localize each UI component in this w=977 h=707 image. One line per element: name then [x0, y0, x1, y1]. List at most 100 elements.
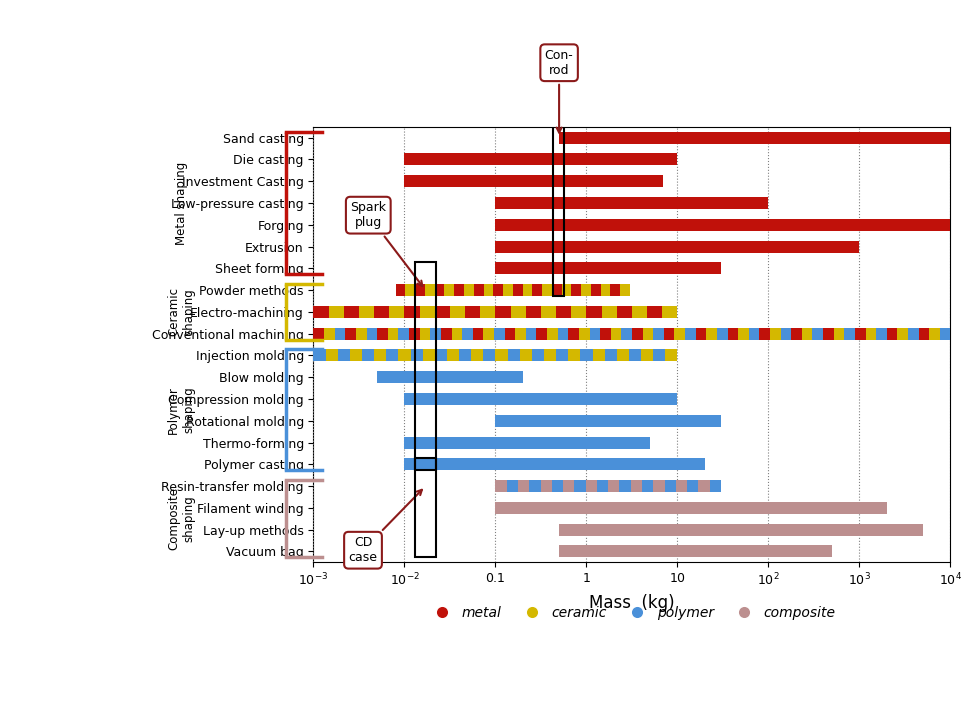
Bar — [696, 328, 706, 339]
Bar — [654, 480, 664, 492]
Bar — [728, 328, 739, 339]
Bar — [484, 328, 494, 339]
Bar — [569, 349, 580, 361]
Bar — [611, 328, 621, 339]
Bar — [619, 480, 631, 492]
Bar — [459, 349, 471, 361]
Bar — [377, 328, 388, 339]
Bar — [404, 306, 420, 318]
Bar — [532, 284, 542, 296]
Text: Con-
rod: Con- rod — [545, 49, 573, 133]
Bar — [572, 284, 581, 296]
Bar — [621, 328, 632, 339]
Bar — [495, 197, 769, 209]
Bar — [591, 284, 601, 296]
Bar — [665, 349, 677, 361]
Bar — [609, 480, 619, 492]
Bar — [563, 480, 574, 492]
Bar — [420, 328, 430, 339]
Bar — [663, 328, 674, 339]
Bar — [314, 349, 325, 361]
Bar — [324, 328, 335, 339]
Bar — [520, 349, 531, 361]
Bar — [802, 328, 813, 339]
Bar — [441, 328, 451, 339]
Bar — [484, 284, 493, 296]
Bar — [748, 328, 759, 339]
Bar — [474, 284, 484, 296]
Bar — [415, 284, 425, 296]
Bar — [507, 480, 518, 492]
Bar — [445, 284, 454, 296]
Bar — [572, 306, 586, 318]
Bar — [415, 262, 436, 470]
Bar — [706, 328, 717, 339]
Bar — [495, 480, 507, 492]
Bar — [629, 349, 641, 361]
Bar — [464, 284, 474, 296]
Bar — [642, 480, 654, 492]
Bar — [350, 349, 362, 361]
Bar — [908, 328, 918, 339]
Bar — [631, 480, 642, 492]
Bar — [404, 393, 677, 405]
Bar — [338, 349, 350, 361]
Bar — [887, 328, 898, 339]
Bar — [569, 328, 579, 339]
Bar — [404, 153, 677, 165]
Bar — [585, 480, 597, 492]
Bar — [374, 306, 389, 318]
Bar — [654, 328, 663, 339]
Bar — [940, 328, 951, 339]
Bar — [518, 480, 530, 492]
Bar — [345, 328, 356, 339]
Bar — [446, 349, 459, 361]
Bar — [586, 306, 602, 318]
Bar — [685, 328, 696, 339]
X-axis label: Mass  (kg): Mass (kg) — [589, 594, 675, 612]
Bar — [813, 328, 823, 339]
Bar — [540, 480, 552, 492]
Bar — [558, 328, 569, 339]
Bar — [435, 306, 450, 318]
Bar — [386, 349, 399, 361]
Bar — [388, 328, 399, 339]
Bar — [335, 328, 345, 339]
Bar — [616, 349, 629, 361]
Bar — [699, 480, 709, 492]
Bar — [547, 328, 558, 339]
Bar — [462, 328, 473, 339]
Bar — [495, 219, 951, 230]
Bar — [344, 306, 359, 318]
Bar — [425, 284, 435, 296]
Bar — [556, 349, 569, 361]
Bar — [435, 284, 445, 296]
Bar — [359, 306, 374, 318]
Bar — [481, 306, 495, 318]
Bar — [526, 306, 541, 318]
Bar — [709, 480, 721, 492]
Bar — [855, 328, 866, 339]
Bar — [552, 480, 563, 492]
Bar — [823, 328, 833, 339]
Bar — [526, 328, 536, 339]
Bar — [605, 349, 616, 361]
Bar — [536, 328, 547, 339]
Bar — [632, 306, 647, 318]
Bar — [314, 306, 328, 318]
Bar — [662, 306, 677, 318]
Bar — [876, 328, 887, 339]
Bar — [409, 328, 420, 339]
Bar — [410, 349, 423, 361]
Bar — [600, 328, 611, 339]
Bar — [559, 546, 832, 557]
Bar — [356, 328, 366, 339]
Bar — [844, 328, 855, 339]
Bar — [377, 371, 523, 383]
Bar — [898, 328, 908, 339]
Bar — [511, 306, 526, 318]
Bar — [620, 284, 630, 296]
Bar — [770, 328, 781, 339]
Bar — [404, 437, 650, 448]
Bar — [404, 458, 704, 470]
